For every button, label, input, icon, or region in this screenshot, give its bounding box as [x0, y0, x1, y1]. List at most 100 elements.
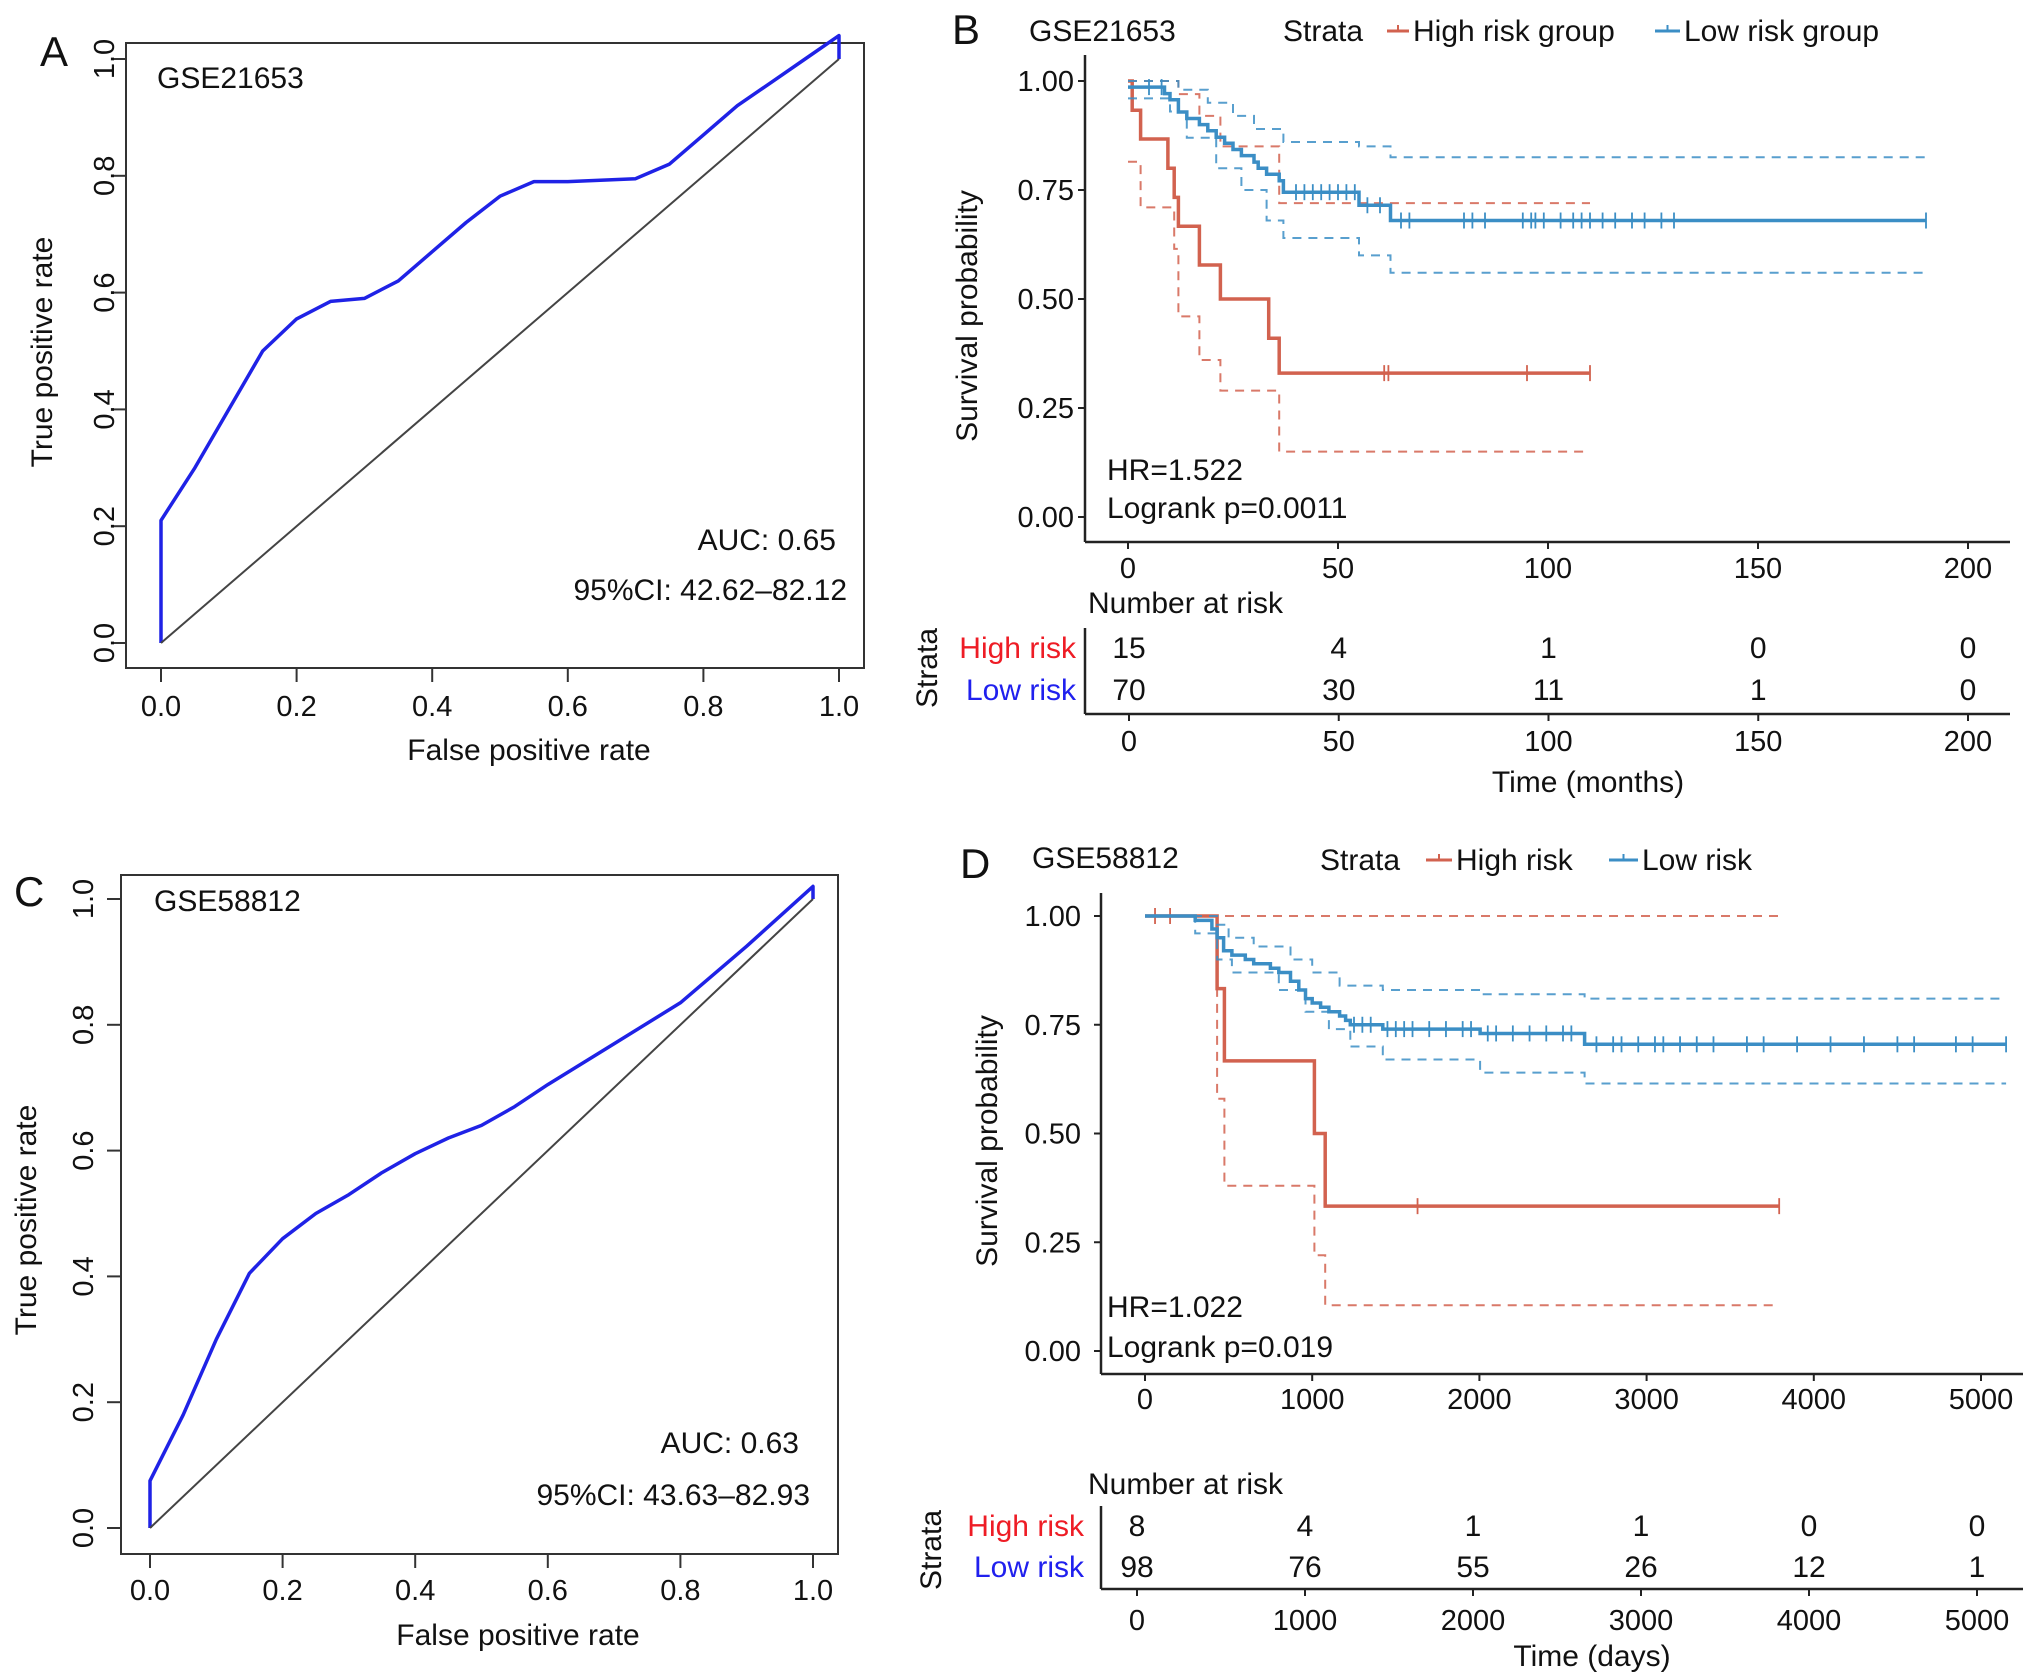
legend-title: Strata	[1320, 844, 1400, 877]
survival-curve	[1145, 914, 2007, 1047]
risk-count: 70	[1112, 674, 1145, 707]
ci-lower-line	[1145, 915, 2007, 1085]
y-tick-label: 0.8	[68, 1005, 100, 1045]
risk-count: 98	[1120, 1551, 1153, 1584]
risk-count: 0	[1969, 1510, 1986, 1543]
x-tick-label: 150	[1734, 553, 1782, 585]
risk-table-time-label: 5000	[1945, 1605, 2010, 1637]
risk-table-time-label: 2000	[1441, 1605, 1506, 1637]
y-tick-label: 1.0	[89, 39, 121, 79]
risk-count: 1	[1540, 632, 1557, 665]
x-axis-label: False positive rate	[407, 734, 650, 767]
series-low-risk	[1145, 914, 2007, 1085]
y-tick-label: 0.4	[68, 1256, 100, 1296]
x-tick-label: 0.4	[395, 1575, 435, 1607]
x-axis-label: Time (months)	[1492, 766, 1684, 799]
panel-letter: C	[14, 868, 44, 915]
y-tick-label: 0.00	[1025, 1336, 1081, 1368]
x-tick-label: 1.0	[793, 1575, 833, 1607]
risk-count: 1	[1633, 1510, 1650, 1543]
risk-count: 0	[1960, 674, 1977, 707]
x-tick-label: 0	[1137, 1384, 1153, 1416]
legend-item-label: High risk group	[1413, 15, 1615, 48]
y-tick-label: 0.25	[1018, 393, 1074, 425]
km-panel-B: B GSE21653 Strata High risk group Low risk g…	[911, 6, 2010, 799]
y-tick-label: 0.00	[1018, 502, 1074, 534]
legend-item-label: Low risk group	[1684, 15, 1879, 48]
logrank-p-annotation: Logrank p=0.019	[1107, 1331, 1333, 1364]
risk-row-label: High risk	[959, 632, 1077, 665]
x-tick-label: 1.0	[819, 691, 859, 723]
x-tick-label: 4000	[1782, 1384, 1847, 1416]
risk-row-label: Low risk	[966, 674, 1077, 707]
x-tick-label: 0.0	[141, 691, 181, 723]
legend-title: Strata	[1283, 15, 1363, 48]
plot-frame	[120, 874, 839, 1555]
risk-count: 0	[1960, 632, 1977, 665]
panel-letter: D	[960, 840, 990, 887]
risk-table-time-label: 4000	[1777, 1605, 1842, 1637]
x-tick-label: 2000	[1447, 1384, 1512, 1416]
ci-annotation: 95%CI: 43.63–82.93	[536, 1479, 810, 1512]
x-tick-label: 0.6	[528, 1575, 568, 1607]
y-tick-label: 1.0	[68, 879, 100, 919]
y-tick-label: 0.50	[1025, 1119, 1081, 1151]
risk-table-time-label: 100	[1524, 726, 1572, 758]
risk-table-title: Number at risk	[1088, 587, 1284, 620]
survival-curve	[1128, 85, 1926, 223]
y-tick-label: 0.6	[89, 272, 121, 312]
logrank-p-annotation: Logrank p=0.0011	[1107, 492, 1347, 525]
x-tick-label: 0.2	[276, 691, 316, 723]
risk-table-time-label: 150	[1734, 726, 1782, 758]
risk-count: 1	[1969, 1551, 1986, 1584]
km-panel-D: D GSE58812 Strata High risk Low risk 0.00 0.25…	[915, 840, 2023, 1673]
series-low-risk	[1128, 79, 1927, 274]
x-tick-label: 100	[1524, 553, 1572, 585]
y-tick-label: 0.25	[1025, 1227, 1081, 1259]
risk-count: 30	[1322, 674, 1355, 707]
x-tick-label: 200	[1944, 553, 1992, 585]
legend: Strata High risk Low risk	[1320, 844, 1753, 877]
survival-curve	[1145, 914, 1780, 1208]
ci-upper-line	[1145, 915, 2007, 1000]
risk-count: 26	[1624, 1551, 1657, 1584]
roc-curve	[159, 33, 841, 643]
hazard-ratio-annotation: HR=1.022	[1107, 1291, 1243, 1324]
risk-table-time-label: 0	[1121, 726, 1137, 758]
dataset-title: GSE21653	[157, 62, 304, 95]
risk-table-time-label: 50	[1323, 726, 1355, 758]
risk-count: 12	[1792, 1551, 1825, 1584]
auc-annotation: AUC: 0.63	[661, 1427, 799, 1460]
y-tick-label: 0.2	[68, 1382, 100, 1422]
y-tick-label: 0.50	[1018, 284, 1074, 316]
dataset-title: GSE21653	[1029, 15, 1176, 48]
x-tick-label: 0.8	[683, 691, 723, 723]
auc-annotation: AUC: 0.65	[698, 524, 836, 557]
y-axis-label: Survival probability	[971, 1015, 1004, 1267]
roc-panel-C: C GSE58812 0.0 0.2 0.4 0.6 0.8 1.0 0.0 0.2 0.4 0.6 0…	[10, 868, 839, 1652]
y-tick-label: 0.0	[68, 1508, 100, 1548]
risk-count: 4	[1297, 1510, 1314, 1543]
x-tick-label: 0.8	[660, 1575, 700, 1607]
y-axis-label: True positive rate	[10, 1105, 43, 1336]
x-tick-label: 0.6	[548, 691, 588, 723]
x-tick-label: 5000	[1949, 1384, 2014, 1416]
y-tick-label: 1.00	[1025, 901, 1081, 933]
y-tick-label: 0.0	[89, 623, 121, 663]
risk-count: 1	[1465, 1510, 1482, 1543]
roc-panel-A: A GSE21653 0.0 0.2 0.4 0.6 0.8 1.0 0.0 0.2 0.4 0.6 0…	[26, 28, 865, 767]
x-tick-label: 3000	[1614, 1384, 1679, 1416]
hazard-ratio-annotation: HR=1.522	[1107, 454, 1243, 487]
y-tick-label: 0.75	[1025, 1010, 1081, 1042]
dataset-title: GSE58812	[1032, 842, 1179, 875]
risk-count: 0	[1801, 1510, 1818, 1543]
risk-table-title: Number at risk	[1088, 1468, 1284, 1501]
roc-curve	[148, 884, 815, 1528]
risk-row-label: Low risk	[974, 1551, 1085, 1584]
x-tick-label: 1000	[1280, 1384, 1345, 1416]
x-axis-label: False positive rate	[396, 1619, 639, 1652]
x-tick-label: 0.4	[412, 691, 452, 723]
legend: Strata High risk group Low risk group	[1283, 15, 1879, 48]
